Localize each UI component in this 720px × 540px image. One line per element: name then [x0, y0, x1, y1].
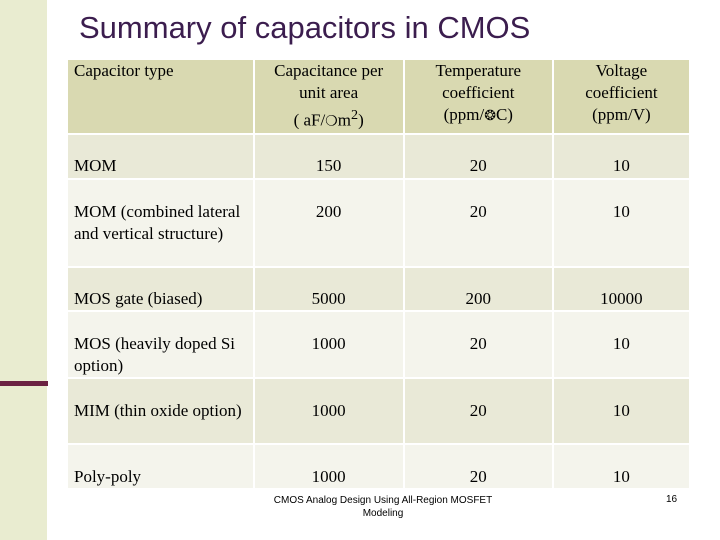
- table-row: Poly-poly 1000 20 10: [68, 444, 689, 490]
- slide-footer: CMOS Analog Design Using All-Region MOSF…: [273, 495, 493, 519]
- cell-temperature: 20: [404, 311, 554, 379]
- cell-temperature: 20: [404, 179, 554, 268]
- cell-voltage: 10: [553, 311, 689, 379]
- micro-symbol-icon: ❍: [325, 113, 338, 130]
- sidebar-divider: [0, 381, 48, 386]
- table-header-row: Capacitor type Capacitance per unit area…: [68, 60, 689, 135]
- cell-voltage: 10: [553, 444, 689, 490]
- cell-voltage: 10: [553, 378, 689, 445]
- page-number: 16: [666, 494, 678, 505]
- cell-type: MOM (combined lateral and vertical struc…: [68, 179, 255, 268]
- degree-symbol-icon: ❂: [484, 108, 496, 124]
- cell-voltage: 10: [553, 134, 689, 180]
- table-row: MOS (heavily doped Si option) 1000 20 10: [68, 311, 689, 379]
- cell-capacitance: 1000: [254, 444, 405, 490]
- cell-type: MOS gate (biased): [68, 267, 255, 312]
- table-row: MIM (thin oxide option) 1000 20 10: [68, 378, 689, 445]
- cell-type: MIM (thin oxide option): [68, 378, 255, 445]
- cell-temperature: 20: [404, 444, 554, 490]
- table-row: MOM (combined lateral and vertical struc…: [68, 179, 689, 268]
- cell-capacitance: 1000: [254, 378, 405, 445]
- cell-type: MOM: [68, 134, 255, 180]
- cell-voltage: 10000: [553, 267, 689, 312]
- header-voltage: Voltage coefficient (ppm/V): [553, 60, 689, 135]
- cell-type: MOS (heavily doped Si option): [68, 311, 255, 379]
- table-row: MOS gate (biased) 5000 200 10000: [68, 267, 689, 312]
- cell-capacitance: 5000: [254, 267, 405, 312]
- cell-capacitance: 200: [254, 179, 405, 268]
- cell-temperature: 20: [404, 134, 554, 180]
- cell-capacitance: 1000: [254, 311, 405, 379]
- cell-temperature: 20: [404, 378, 554, 445]
- table-row: MOM 150 20 10: [68, 134, 689, 180]
- header-temperature: Temperature coefficient (ppm/❂C): [404, 60, 554, 135]
- capacitor-table: Capacitor type Capacitance per unit area…: [68, 60, 689, 490]
- cell-capacitance: 150: [254, 134, 405, 180]
- slide-title: Summary of capacitors in CMOS: [79, 10, 531, 45]
- cell-voltage: 10: [553, 179, 689, 268]
- header-capacitor-type: Capacitor type: [68, 60, 255, 135]
- sidebar-band: [0, 0, 47, 540]
- cell-temperature: 200: [404, 267, 554, 312]
- header-capacitance: Capacitance per unit area ( aF/❍m2): [254, 60, 405, 135]
- cell-type: Poly-poly: [68, 444, 255, 490]
